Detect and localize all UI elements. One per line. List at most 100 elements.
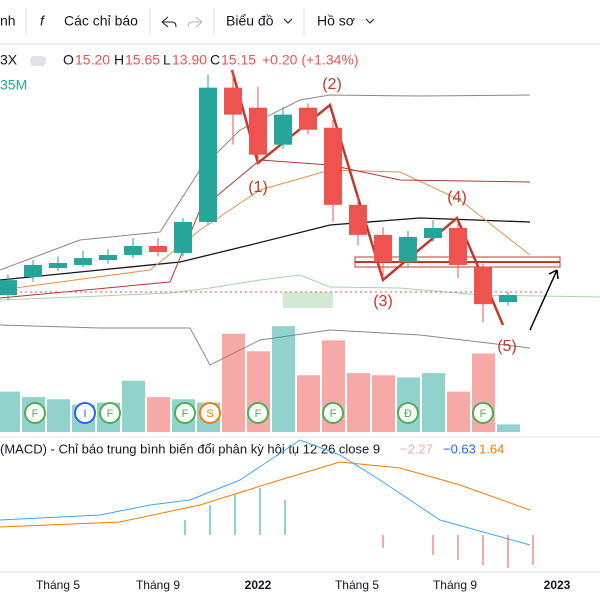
ma-line: [0, 217, 531, 281]
candle-body: [24, 264, 42, 277]
event-label: F: [330, 408, 337, 420]
candles: [0, 69, 517, 323]
volume-bar: [347, 373, 370, 432]
legend-change: +0.20 (+1.34%): [262, 52, 359, 68]
candle-body: [224, 87, 242, 115]
wave-label: (3): [373, 293, 393, 310]
undo[interactable]: [161, 16, 177, 28]
candle-body: [199, 87, 217, 222]
legend-key: H: [114, 52, 124, 68]
fx-icon: f: [40, 13, 46, 29]
event-marker[interactable]: [99, 402, 121, 424]
x-tick-label: Tháng 5: [36, 578, 80, 592]
macd-value: 1.64: [479, 441, 504, 456]
volume-bar: [122, 380, 145, 432]
toolbar-item[interactable]: nh: [0, 13, 16, 29]
event-label: F: [255, 408, 262, 420]
event-marker[interactable]: [472, 402, 494, 424]
candle-body: [124, 246, 142, 255]
symbol: 3X: [0, 52, 18, 68]
indicators-button[interactable]: Các chỉ báo: [64, 13, 138, 29]
legend-value: 15.65: [125, 52, 160, 68]
event-marker[interactable]: [174, 402, 196, 424]
legend-value: 15.15: [221, 52, 256, 68]
x-tick-label: Tháng 5: [335, 578, 379, 592]
volume-bar: [447, 391, 470, 432]
chevron: [365, 18, 375, 24]
volume-bar: [297, 375, 320, 432]
ma-line: [0, 169, 531, 291]
macd-line: [0, 439, 531, 546]
chevron: [283, 18, 293, 24]
event-label: F: [182, 408, 189, 420]
event-marker[interactable]: [247, 402, 269, 424]
x-tick-label: Tháng 9: [136, 578, 180, 592]
wave-label: (1): [248, 179, 268, 196]
x-axis: Tháng 5 Tháng 9 2022 Tháng 5 Tháng 9 2023: [36, 578, 571, 592]
legend-key: C: [210, 52, 220, 68]
annotations: (1) (2) (3) (4) (5): [248, 76, 517, 355]
legend-key: O: [63, 52, 74, 68]
profile-button[interactable]: Hồ sơ: [317, 13, 355, 29]
volume-bar: [147, 397, 170, 432]
cloud: [283, 292, 333, 308]
volume-bar: [497, 424, 520, 432]
histogram: [184, 488, 286, 535]
macd-value: −2.27: [400, 441, 433, 456]
volume-value: 35M: [0, 77, 27, 93]
macd-label: (MACD) - Chỉ báo trung bình biến đổi phâ…: [0, 441, 380, 456]
legend-value: 15.20: [75, 52, 110, 68]
candle-body: [349, 204, 367, 235]
event-label: F: [32, 408, 39, 420]
volume-bar: [222, 333, 245, 432]
event-label: Đ: [404, 408, 412, 420]
event-marker[interactable]: [74, 402, 96, 424]
candle-body: [424, 227, 442, 238]
event-marker[interactable]: [24, 402, 46, 424]
event-label: S: [206, 408, 213, 420]
macd-value: −0.63: [443, 441, 476, 456]
candle-body: [499, 295, 517, 303]
candle-body: [474, 266, 492, 305]
legend: 3X O 15.20 H 15.65 L 13.90 C 15.15 +0.20…: [0, 52, 359, 93]
event-label: I: [83, 408, 86, 420]
volume-bar: [47, 399, 70, 432]
candle-body: [299, 107, 317, 130]
bollinger-upper: [0, 94, 531, 271]
volume-bar: [372, 375, 395, 432]
candle-body: [449, 227, 467, 265]
arrow: [529, 269, 559, 331]
chart-button[interactable]: Biểu đồ: [226, 13, 274, 29]
event-label: F: [480, 408, 487, 420]
signal-line: [0, 461, 531, 528]
candle-body: [174, 221, 192, 253]
overlays: [0, 69, 600, 366]
event-marker[interactable]: [397, 402, 419, 424]
candle-body: [249, 107, 267, 155]
x-tick-label: 2023: [544, 578, 571, 592]
candle-body: [49, 262, 67, 269]
candle-body: [324, 127, 342, 205]
wave-label: (5): [497, 338, 517, 355]
event-label: F: [107, 408, 114, 420]
macd-pane: (MACD) - Chỉ báo trung bình biến đổi phâ…: [0, 436, 600, 573]
event-marker[interactable]: [322, 402, 344, 424]
legend-key: L: [163, 52, 171, 68]
x-tick-label: Tháng 9: [433, 578, 477, 592]
candle-body: [399, 236, 417, 263]
candle-body: [0, 280, 17, 296]
legend-value: 13.90: [172, 52, 207, 68]
volume-bar: [0, 391, 20, 432]
candle-body: [74, 258, 92, 265]
candle-body: [274, 114, 292, 145]
collapse[interactable]: [30, 56, 46, 66]
redo[interactable]: [187, 16, 203, 28]
candle-body: [374, 234, 392, 263]
event-marker[interactable]: [199, 402, 221, 424]
wave-label: (2): [322, 76, 342, 93]
histogram: [382, 535, 534, 568]
volume-bar: [422, 373, 445, 432]
candle-body: [99, 254, 117, 261]
